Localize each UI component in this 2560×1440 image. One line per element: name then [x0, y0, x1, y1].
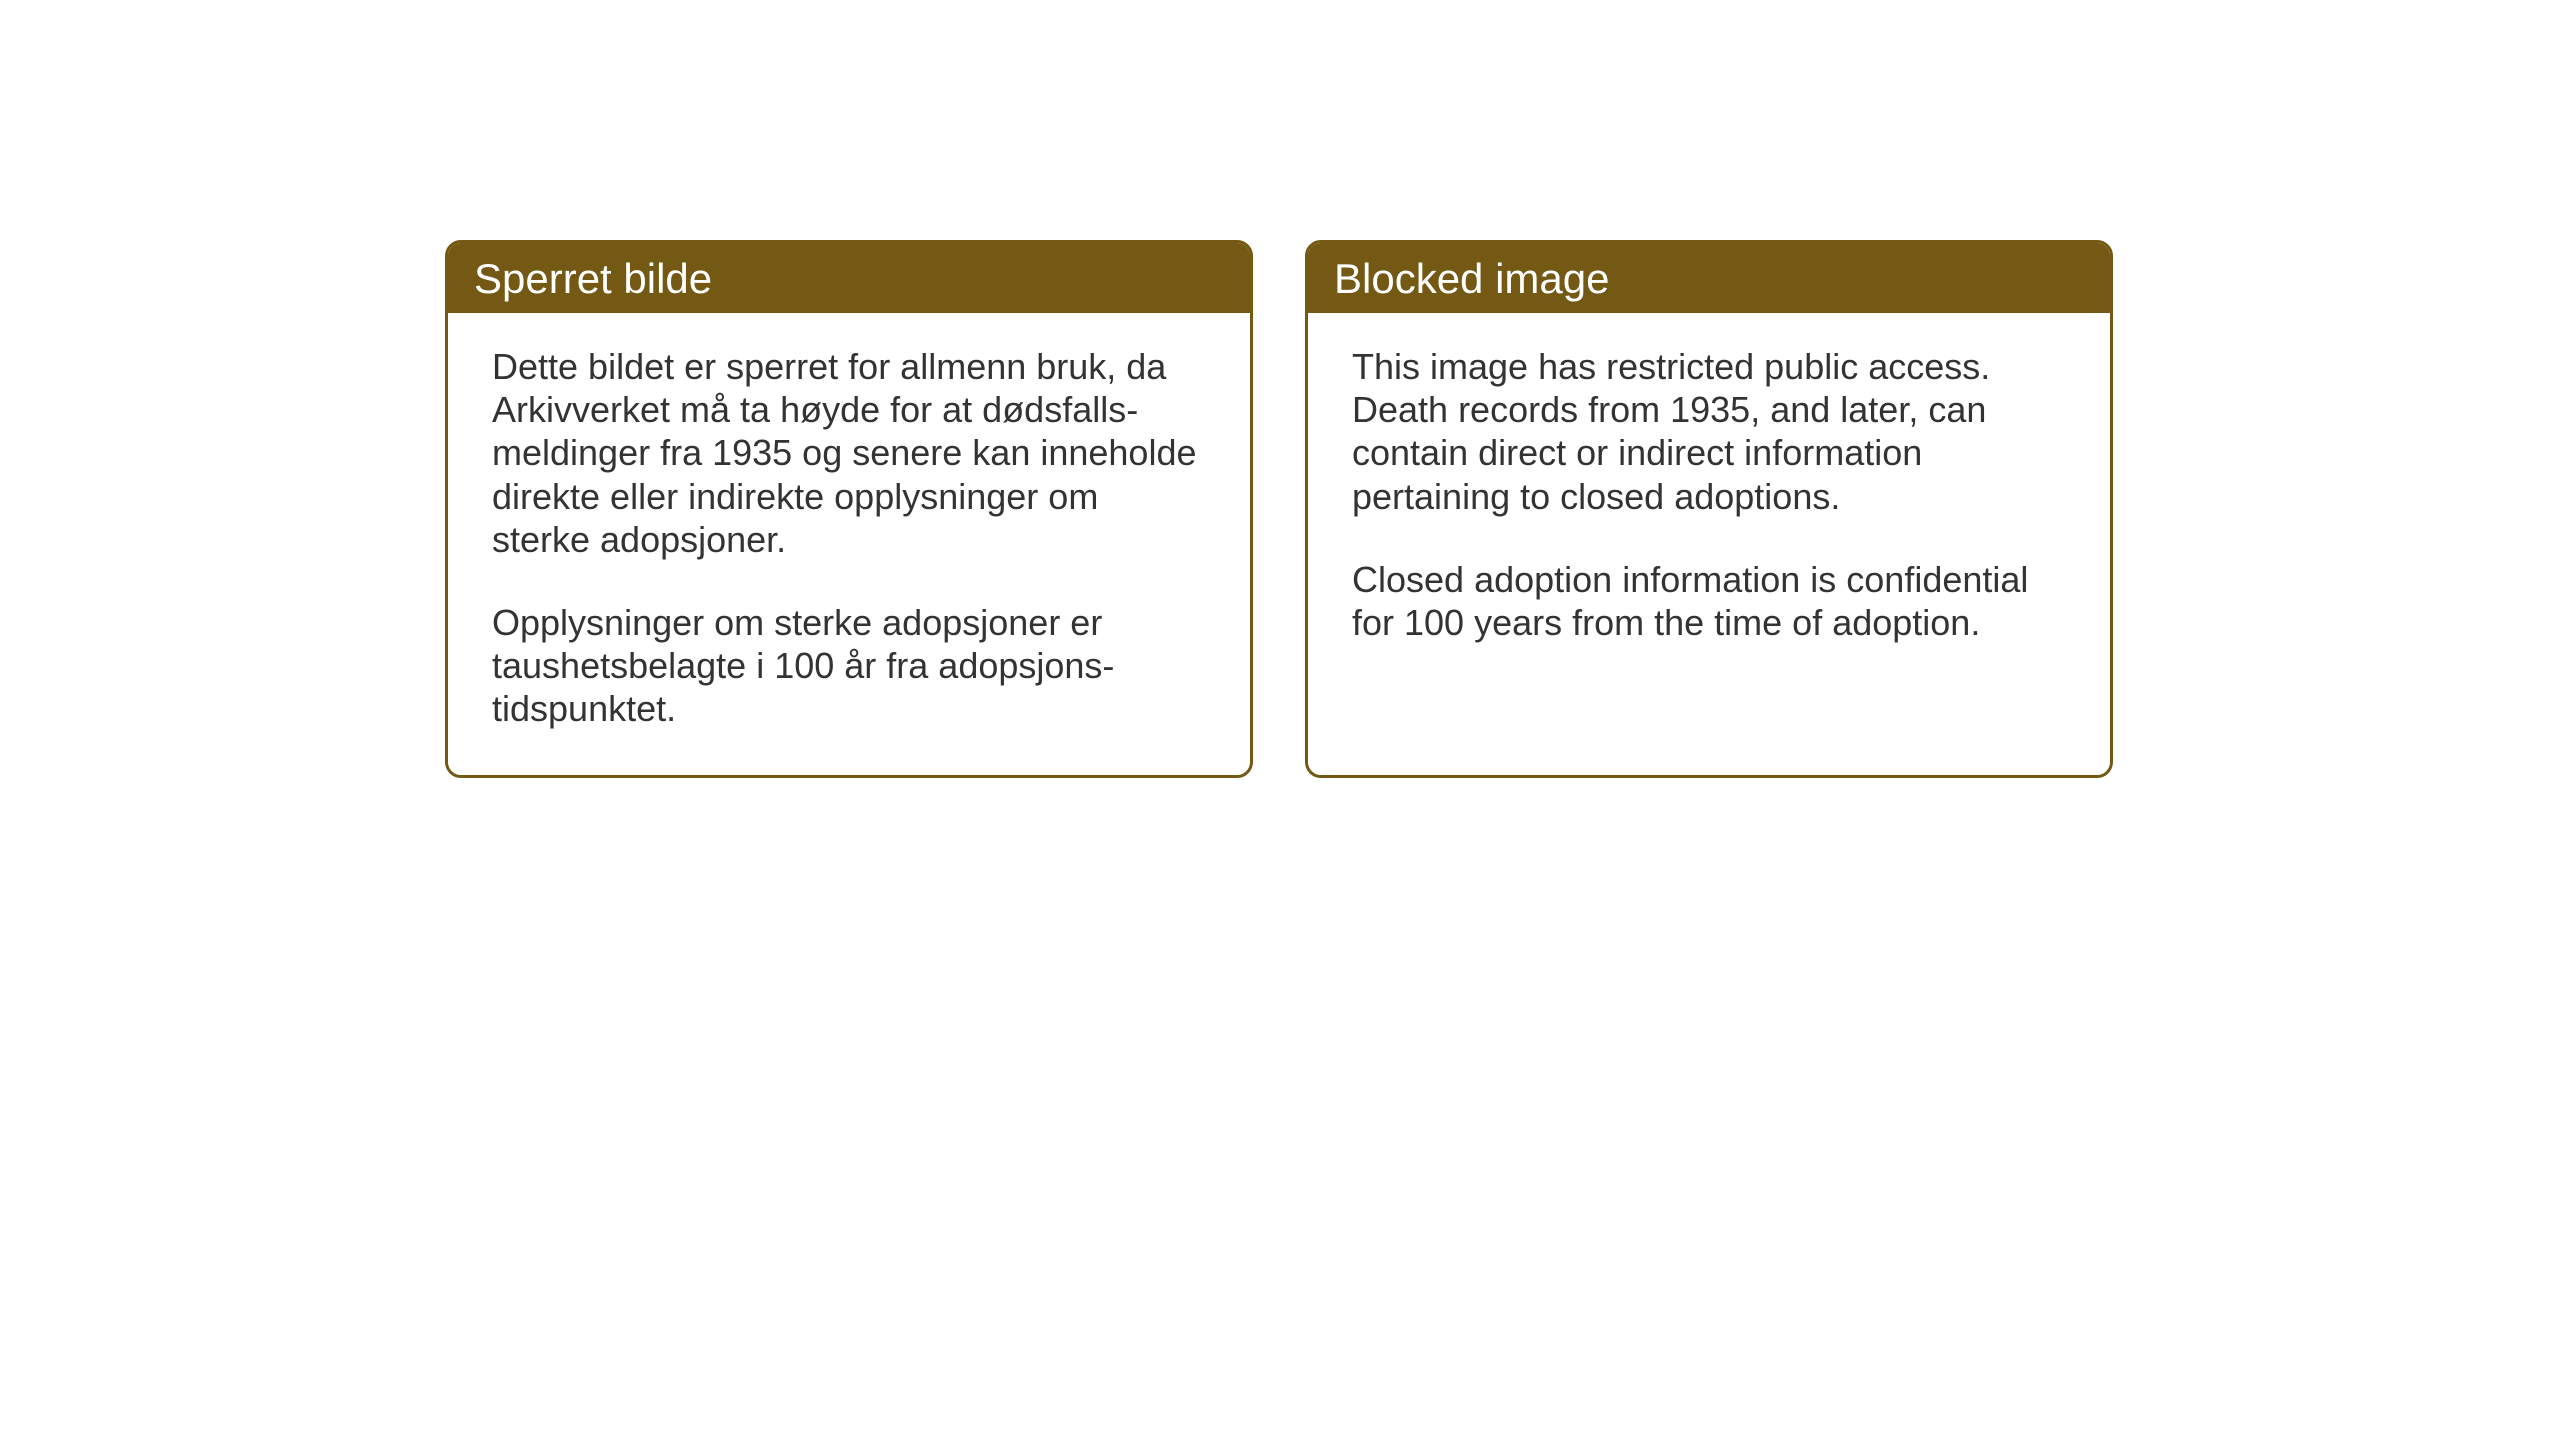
notice-header-english: Blocked image	[1308, 243, 2110, 313]
notice-card-english: Blocked image This image has restricted …	[1305, 240, 2113, 778]
notice-body-norwegian: Dette bildet er sperret for allmenn bruk…	[448, 313, 1250, 775]
notice-paragraph-1-english: This image has restricted public access.…	[1352, 345, 2066, 518]
notice-header-norwegian: Sperret bilde	[448, 243, 1250, 313]
notice-paragraph-1-norwegian: Dette bildet er sperret for allmenn bruk…	[492, 345, 1206, 561]
notice-paragraph-2-english: Closed adoption information is confident…	[1352, 558, 2066, 644]
notice-paragraph-2-norwegian: Opplysninger om sterke adopsjoner er tau…	[492, 601, 1206, 731]
notice-body-english: This image has restricted public access.…	[1308, 313, 2110, 726]
notice-card-norwegian: Sperret bilde Dette bildet er sperret fo…	[445, 240, 1253, 778]
notice-container: Sperret bilde Dette bildet er sperret fo…	[0, 0, 2560, 778]
